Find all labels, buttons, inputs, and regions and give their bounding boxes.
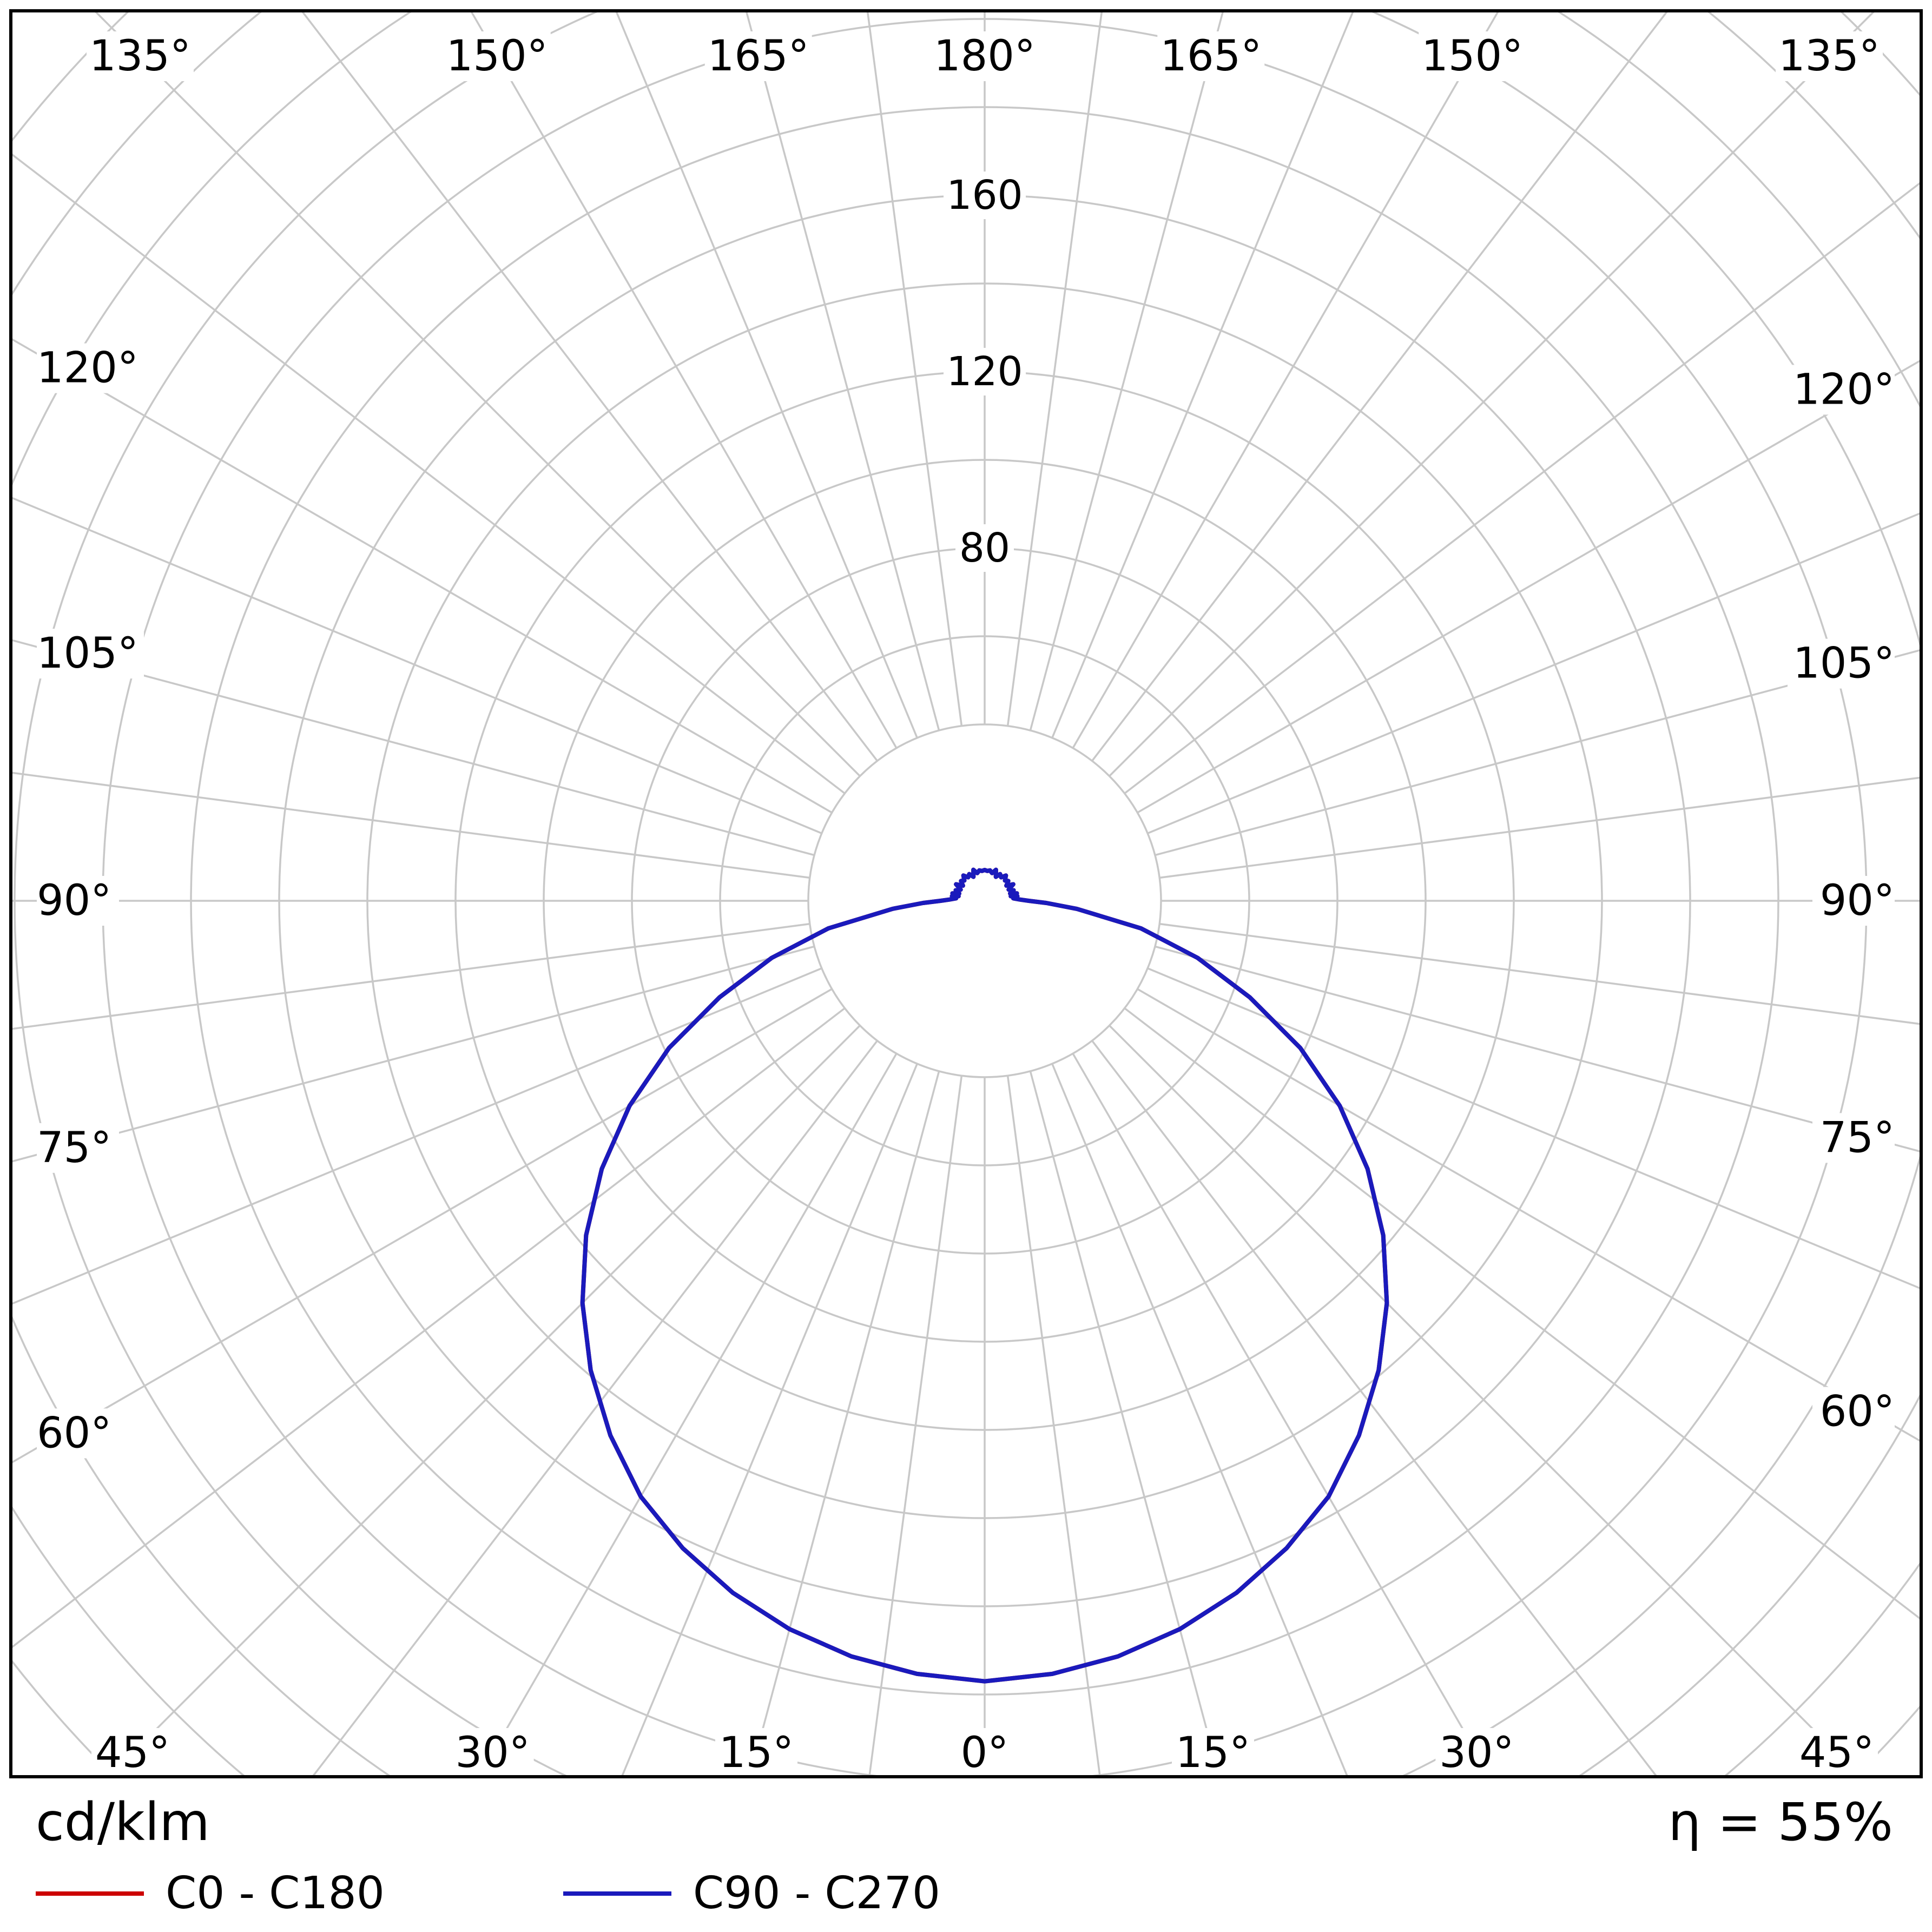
angle-label: 15° [719, 1729, 794, 1777]
angle-label: 135° [89, 32, 191, 81]
angle-label: 150° [446, 32, 548, 81]
angle-label: 30° [1439, 1729, 1514, 1777]
angle-label: 90° [37, 876, 111, 925]
angle-label: 0° [961, 1729, 1009, 1777]
angle-label: 45° [1799, 1729, 1874, 1777]
legend-label-c0-c180: C0 - C180 [166, 1868, 385, 1919]
angle-label: 15° [1176, 1729, 1250, 1777]
angle-label: 30° [456, 1729, 530, 1777]
angle-label: 45° [95, 1729, 170, 1777]
grid-labels: 80 120 160 0° 15° 15° 30° 30° 45° 45° 60° 60° 75° 75°… [37, 31, 1895, 1778]
legend-line-c0-c180-swatch [36, 1891, 144, 1896]
legend-line-c90-c270-swatch [563, 1891, 671, 1896]
angle-label: 105° [37, 629, 139, 678]
angle-label: 150° [1421, 32, 1523, 81]
angle-label: 120° [1793, 365, 1895, 414]
radial-tick-label: 160 [946, 172, 1023, 219]
efficiency-label: η = 55% [1668, 1792, 1893, 1852]
radial-tick-label: 120 [946, 348, 1023, 395]
angle-label: 180° [934, 32, 1036, 81]
angle-label: 60° [1820, 1388, 1895, 1436]
plot-border [9, 9, 1923, 1778]
legend-label-c90-c270: C90 - C270 [693, 1868, 941, 1919]
angle-label: 105° [1793, 639, 1895, 688]
angle-label: 135° [1778, 32, 1880, 81]
angle-label: 90° [1820, 876, 1895, 925]
angle-label: 120° [37, 344, 139, 393]
unit-label: cd/klm [36, 1792, 210, 1852]
angle-label: 165° [708, 32, 809, 81]
intensity-curves [580, 867, 1389, 1684]
angle-label: 60° [37, 1409, 111, 1458]
angle-label: 75° [37, 1124, 111, 1172]
angle-label: 75° [1820, 1113, 1895, 1162]
curve-c90-c270 [580, 867, 1389, 1684]
legend: C0 - C180 C90 - C270 [36, 1868, 940, 1919]
angle-label: 165° [1160, 32, 1262, 81]
radial-tick-label: 80 [959, 525, 1010, 571]
